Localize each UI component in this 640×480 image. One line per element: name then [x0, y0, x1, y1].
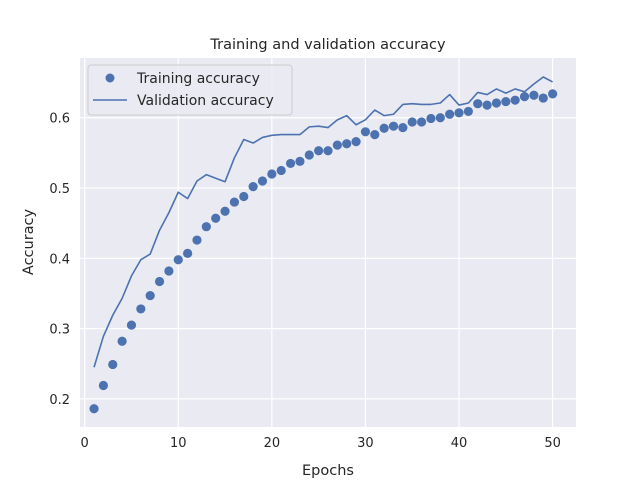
training-accuracy-point [529, 90, 539, 100]
training-accuracy-point [248, 182, 258, 192]
training-accuracy-point [183, 248, 193, 258]
training-accuracy-point [211, 213, 221, 223]
legend-label-validation: Validation accuracy [137, 93, 274, 109]
y-tick-label: 0.3 [49, 323, 70, 338]
training-accuracy-point [285, 158, 296, 169]
y-tick-label: 0.6 [49, 112, 70, 127]
training-accuracy-point [538, 93, 548, 103]
training-accuracy-point [501, 96, 511, 107]
x-tick-label: 30 [357, 436, 374, 451]
training-accuracy-point [342, 139, 352, 149]
training-accuracy-point [136, 304, 146, 314]
training-accuracy-point [454, 108, 464, 118]
chart-title: Training and validation accuracy [209, 37, 446, 53]
training-accuracy-point [351, 137, 361, 147]
training-accuracy-point [164, 266, 174, 276]
training-accuracy-point [220, 206, 230, 216]
training-accuracy-point [398, 122, 408, 133]
training-accuracy-point [482, 100, 492, 110]
training-accuracy-point [407, 117, 417, 127]
x-tick-label: 0 [81, 436, 89, 451]
training-accuracy-point [239, 191, 249, 202]
training-accuracy-point [304, 150, 314, 160]
training-accuracy-point [98, 380, 108, 391]
training-accuracy-point [126, 320, 137, 330]
x-axis-label: Epochs [302, 463, 354, 479]
training-accuracy-point [145, 290, 155, 301]
training-accuracy-point [192, 235, 202, 245]
training-accuracy-point [445, 109, 455, 119]
x-tick-label: 10 [170, 436, 187, 451]
training-accuracy-point [426, 113, 436, 124]
y-tick-label: 0.5 [49, 182, 70, 197]
training-accuracy-point [314, 146, 324, 156]
y-tick-label: 0.4 [49, 252, 70, 267]
training-accuracy-point [117, 336, 127, 346]
y-tick-labels: 0.2 0.3 0.4 0.5 0.6 [49, 112, 70, 408]
training-accuracy-point [379, 123, 389, 133]
training-accuracy-point [463, 106, 473, 117]
training-accuracy-point [154, 276, 165, 287]
legend-box [87, 64, 293, 116]
y-axis-label: Accuracy [21, 208, 37, 275]
x-tick-label: 20 [264, 436, 281, 451]
training-accuracy-point [229, 197, 240, 207]
training-accuracy-point [295, 156, 305, 166]
training-accuracy-point [89, 404, 99, 414]
training-accuracy-point [332, 140, 342, 150]
training-accuracy-point [388, 121, 399, 131]
training-accuracy-point [473, 99, 483, 109]
training-accuracy-point [108, 359, 118, 370]
training-accuracy-point [323, 146, 333, 156]
training-accuracy-point [510, 95, 520, 105]
training-points [89, 89, 558, 414]
plot-area [80, 58, 576, 427]
x-tick-label: 40 [451, 436, 468, 451]
training-accuracy-point [267, 169, 277, 179]
grid-lines [80, 58, 576, 427]
training-accuracy-point [548, 89, 558, 99]
training-accuracy-point [201, 222, 211, 232]
validation-accuracy-line [93, 76, 553, 368]
y-tick-label: 0.2 [49, 393, 70, 408]
legend: Training accuracy Validation accuracy [87, 64, 293, 116]
x-tick-labels: 0 10 20 30 40 50 [81, 436, 561, 451]
training-accuracy-point [519, 92, 530, 102]
training-accuracy-point [416, 117, 427, 127]
training-accuracy-point [257, 176, 268, 186]
legend-label-training: Training accuracy [136, 71, 260, 87]
validation-line-group [93, 76, 553, 368]
training-accuracy-point [276, 165, 286, 176]
training-accuracy-point [435, 113, 445, 123]
training-accuracy-point [370, 130, 380, 140]
training-accuracy-point [360, 127, 371, 137]
legend-marker-training [105, 73, 115, 83]
training-accuracy-point [173, 255, 183, 265]
x-tick-label: 50 [544, 436, 561, 451]
training-accuracy-point [491, 98, 502, 108]
